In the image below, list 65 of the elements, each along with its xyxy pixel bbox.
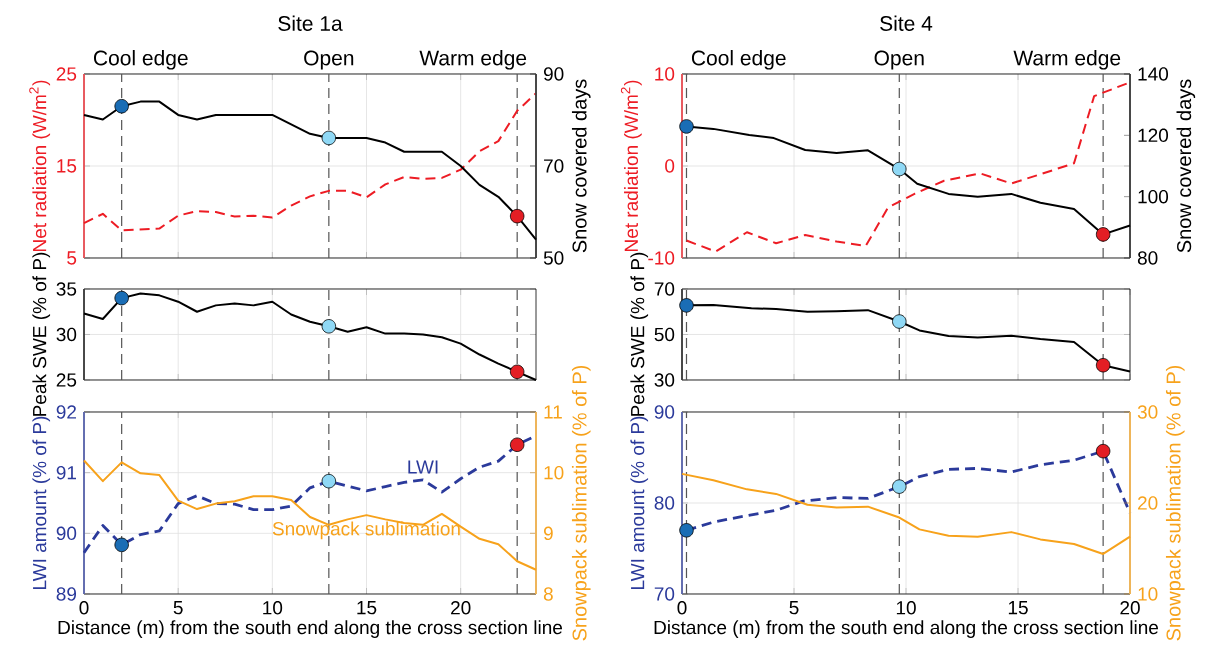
y-tick-label: 30 (654, 373, 675, 387)
x-tick-label: 5 (173, 601, 183, 615)
y2-tick-label: 8 (543, 587, 553, 601)
y-tick-label: 0 (665, 159, 675, 173)
y2-axis-title: Snowpack sublimation (% of P) (1165, 365, 1185, 641)
x-axis-title: Distance (m) from the south end along the cross section line (654, 620, 1159, 638)
y-tick-label: 5 (67, 251, 77, 265)
y2-tick-label: 20 (1138, 496, 1158, 510)
y-tick-label: 30 (56, 327, 77, 342)
y2-tick-label: 120 (1138, 128, 1169, 143)
y-axis-title: Net radiation (W/m$^{2}$) (620, 80, 642, 251)
text: Cool edge (691, 50, 786, 70)
y2-tick-label: 9 (543, 526, 553, 541)
series-label: LWI (408, 460, 438, 474)
text: Open (304, 50, 354, 70)
y-tick-label: 90 (654, 405, 675, 419)
y2-axis-title: Snowpack sublimation (% of P) (571, 365, 591, 641)
text: Warm edge (419, 50, 527, 70)
y2-tick-label: 90 (543, 67, 564, 81)
y-tick-label: -10 (648, 251, 675, 265)
chart-title: Site 1a (278, 15, 343, 31)
y2-tick-label: 11 (544, 405, 562, 419)
y-tick-label: 80 (654, 496, 675, 510)
y-tick-label: 35 (56, 282, 77, 296)
y-tick-label: 89 (56, 587, 77, 601)
x-tick-label: 15 (1008, 601, 1028, 615)
y2-tick-label: 140 (1138, 67, 1169, 81)
y2-tick-label: 10 (544, 465, 564, 480)
x-tick-label: 20 (451, 601, 471, 615)
x-tick-label: 5 (789, 601, 799, 615)
y-tick-label: 91 (56, 465, 76, 480)
text: Cool edge (93, 50, 188, 70)
y-tick-label: 70 (654, 282, 675, 296)
y-tick-label: 90 (56, 526, 77, 541)
y2-tick-label: 70 (544, 159, 564, 173)
y-tick-label: 50 (654, 327, 675, 342)
y2-axis-title: Snow covered days (571, 79, 591, 253)
y2-tick-label: 80 (1137, 251, 1158, 265)
text: Warm edge (1013, 50, 1121, 70)
y2-axis-title: Snow covered days (1176, 79, 1196, 253)
y-tick-label: 25 (56, 67, 77, 81)
y-axis-title: Peak SWE (% of P) (630, 252, 649, 416)
y2-tick-label: 30 (1137, 405, 1158, 419)
y-tick-label: 10 (655, 67, 675, 81)
series-label: Snowpack sublimation (272, 521, 460, 540)
x-tick-label: 10 (896, 601, 916, 615)
chart-title: Site 4 (880, 15, 933, 31)
x-axis-title: Distance (m) from the south end along the cross section line (58, 620, 563, 638)
y2-tick-label: 50 (543, 251, 564, 265)
x-tick-label: 15 (357, 601, 377, 615)
x-tick-label: 0 (677, 601, 687, 615)
y2-tick-label: 10 (1138, 587, 1158, 601)
y-axis-title: LWI amount (% of P) (32, 416, 51, 589)
y-tick-label: 15 (57, 159, 77, 173)
y-axis-title: Peak SWE (% of P) (32, 252, 51, 416)
x-tick-label: 20 (1120, 601, 1140, 615)
y-axis-title: LWI amount (% of P) (630, 416, 649, 589)
y-tick-label: 70 (654, 587, 675, 601)
y-tick-label: 25 (56, 373, 77, 387)
y-tick-label: 92 (56, 405, 76, 419)
y2-tick-label: 100 (1138, 189, 1169, 204)
x-tick-label: 10 (263, 601, 283, 615)
text: Open (874, 50, 924, 70)
x-tick-label: 0 (79, 601, 89, 615)
y-axis-title: Net radiation (W/m$^{2}$) (29, 80, 51, 251)
